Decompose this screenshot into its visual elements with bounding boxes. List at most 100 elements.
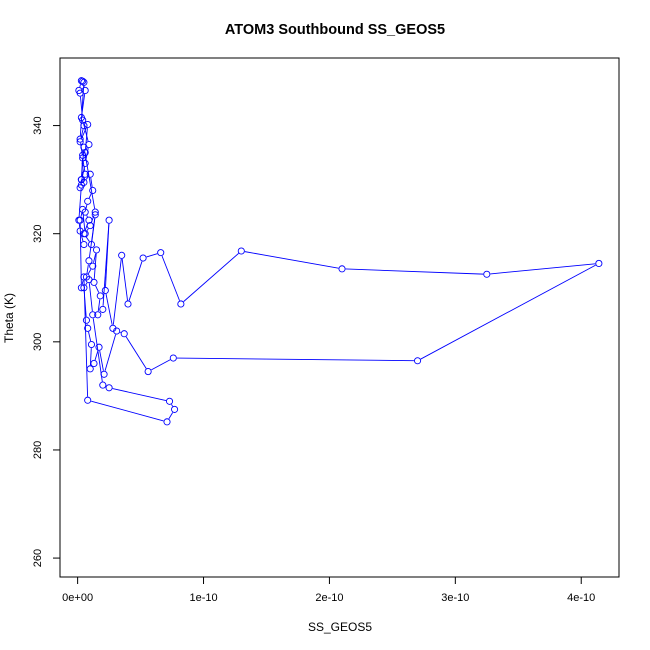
data-point: [87, 340, 96, 349]
data-point: [85, 216, 93, 224]
series-segment: [112, 258, 122, 325]
data-point: [91, 208, 99, 216]
series-segment: [244, 251, 339, 269]
data-point: [76, 135, 84, 143]
data-point: [85, 140, 93, 149]
y-tick-label: 320: [32, 225, 44, 243]
series-segment: [86, 264, 89, 274]
series-segment: [345, 268, 484, 275]
data-point: [99, 305, 107, 313]
series-segment: [85, 147, 89, 160]
y-tick-label: 300: [32, 333, 44, 351]
x-tick-label: 0e+00: [62, 592, 93, 604]
data-point: [84, 324, 92, 332]
data-point: [177, 300, 185, 308]
data-point: [163, 418, 171, 426]
series-segment: [112, 388, 167, 401]
data-point: [94, 311, 102, 319]
series-segment: [89, 348, 92, 366]
data-point: [237, 247, 245, 255]
data-point: [84, 396, 92, 404]
data-point: [85, 257, 93, 265]
x-axis-label: SS_GEOS5: [308, 620, 372, 634]
series-segment: [83, 123, 89, 142]
data-point: [84, 120, 92, 129]
data-point: [86, 365, 94, 373]
data-point: [77, 181, 85, 189]
series-segment: [87, 269, 92, 275]
data-point: [99, 381, 107, 389]
series-segment: [78, 188, 82, 217]
data-point: [77, 176, 85, 184]
data-point: [100, 370, 108, 378]
series-segment: [151, 359, 171, 371]
series-segment: [97, 299, 101, 312]
data-point: [89, 262, 97, 270]
series-segment: [88, 331, 92, 342]
y-tick-label: 280: [32, 441, 44, 459]
series-segment: [86, 215, 88, 218]
series-segment: [168, 412, 174, 419]
data-point: [124, 300, 132, 308]
data-point: [75, 86, 83, 94]
series-segment: [79, 84, 81, 88]
data-point: [595, 259, 603, 267]
series-segment: [93, 253, 97, 279]
series-segment: [490, 263, 596, 275]
series-segment: [89, 218, 96, 258]
data-point: [80, 78, 88, 86]
series-segment: [82, 212, 86, 231]
series-layer: [75, 77, 603, 426]
data-point: [84, 197, 92, 205]
x-tick-label: 1e-10: [189, 592, 217, 604]
plot-frame: [59, 57, 620, 578]
data-point: [120, 330, 128, 338]
data-point: [80, 284, 88, 292]
data-point: [338, 265, 346, 273]
series-segment: [176, 357, 414, 362]
series-segment: [99, 350, 104, 371]
series-segment: [83, 280, 89, 397]
data-point: [79, 154, 87, 162]
data-point: [75, 216, 83, 224]
series-segment: [146, 253, 158, 258]
chart-title: ATOM3 Southbound SS_GEOS5: [225, 22, 445, 38]
x-tick-label: 2e-10: [315, 592, 343, 604]
series-segment: [91, 400, 164, 422]
series-segment: [80, 128, 84, 139]
data-point: [80, 240, 88, 249]
series-segment: [104, 334, 117, 371]
y-tick-label: 340: [32, 116, 44, 134]
data-point: [157, 249, 165, 257]
data-point: [79, 151, 87, 159]
series-segment: [85, 176, 89, 180]
y-axis: 260 280 300 320 340: [32, 116, 60, 567]
data-point: [105, 216, 113, 224]
data-point: [82, 316, 90, 324]
data-point: [101, 286, 109, 295]
data-point: [95, 343, 103, 351]
data-point: [89, 311, 97, 319]
data-point: [86, 222, 94, 230]
series-segment: [171, 404, 174, 407]
data-point: [76, 138, 84, 146]
data-point: [79, 116, 87, 124]
data-point: [92, 246, 101, 254]
data-point: [169, 354, 177, 362]
series-segment: [105, 293, 113, 325]
series-segment: [128, 261, 143, 301]
series-segment: [95, 285, 100, 293]
x-tick-label: 3e-10: [441, 592, 469, 604]
data-point: [76, 227, 84, 235]
data-point: [91, 211, 99, 219]
data-point: [90, 359, 98, 368]
data-point: [81, 170, 89, 178]
series-segment: [86, 228, 89, 231]
series-segment: [85, 282, 88, 285]
x-tick-label: 4e-10: [567, 592, 595, 604]
data-point: [105, 384, 113, 392]
data-point: [79, 205, 87, 213]
data-point: [77, 284, 85, 292]
data-point: [87, 240, 96, 249]
series-segment: [80, 212, 83, 217]
